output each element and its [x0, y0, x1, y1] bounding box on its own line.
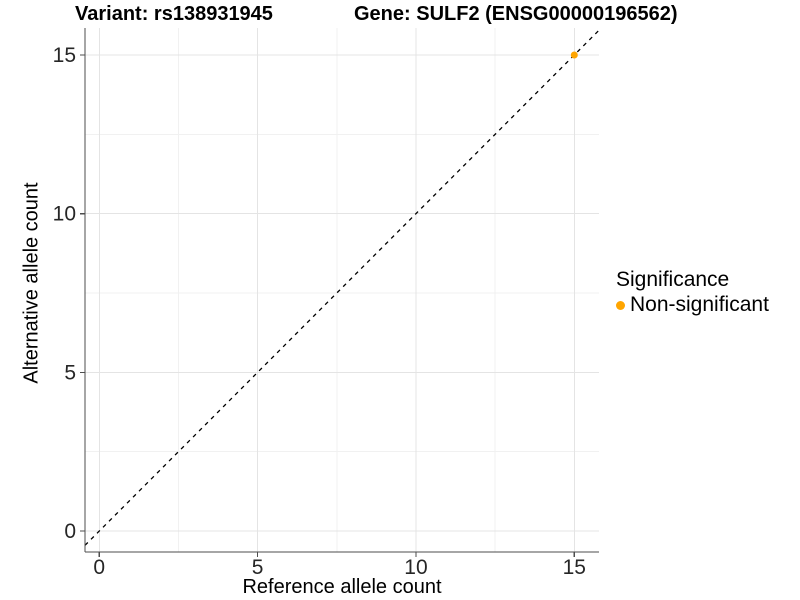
variant-title: Variant: rs138931945	[75, 3, 273, 25]
legend-swatch-icon	[616, 300, 625, 310]
y-tick-label: 5	[64, 361, 76, 384]
x-axis-title: Reference allele count	[242, 576, 442, 598]
legend-items: Non-significant	[616, 293, 769, 317]
x-tick-label: 0	[93, 556, 105, 579]
y-tick-label: 0	[64, 520, 76, 543]
x-tick-label: 15	[563, 556, 586, 579]
legend-title: Significance	[616, 268, 730, 291]
y-tick-label: 15	[53, 44, 76, 67]
y-tick-label: 10	[53, 203, 76, 226]
legend: Significance Non-significant	[616, 267, 769, 317]
x-tick-label: 10	[404, 556, 427, 579]
identity-line	[84, 29, 600, 546]
gene-title: Gene: SULF2 (ENSG00000196562)	[354, 3, 678, 25]
data-point	[570, 51, 578, 59]
legend-item-label: Non-significant	[630, 293, 769, 316]
legend-item: Non-significant	[616, 293, 769, 317]
y-axis-title: Alternative allele count	[20, 182, 43, 384]
x-tick-label: 5	[252, 556, 264, 579]
